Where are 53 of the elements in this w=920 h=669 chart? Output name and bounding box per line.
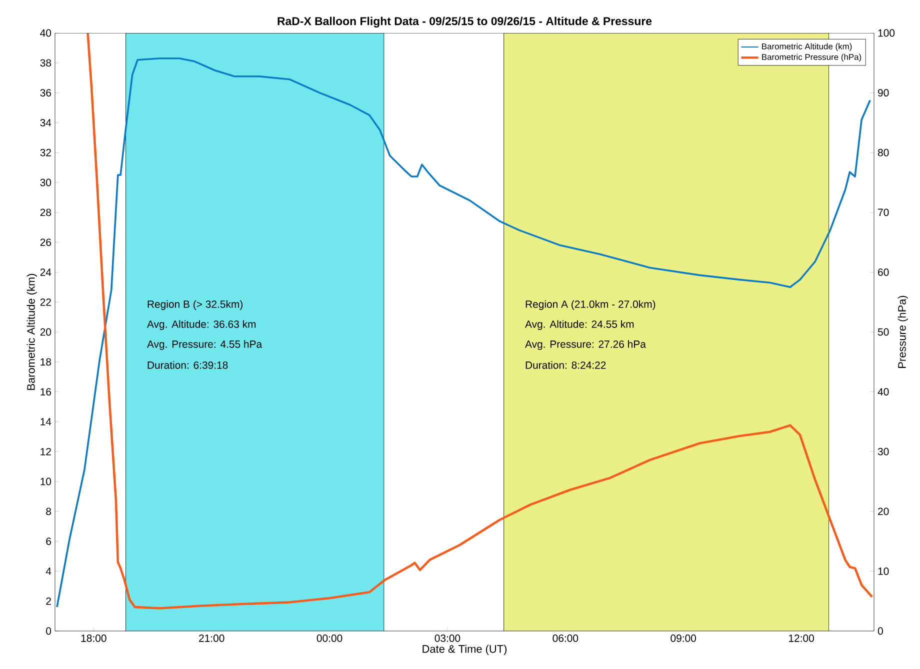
y-tick-label: 36 xyxy=(40,89,52,97)
x-tick-label: 18:00 xyxy=(81,634,106,642)
x-tick-label: 00:00 xyxy=(316,634,342,642)
y2-tick-label: 0 xyxy=(878,627,883,635)
annotation: Duration: 6:39:18 xyxy=(148,361,228,369)
y-tick-label: 30 xyxy=(40,178,52,186)
annotation: Avg. Altitude: 36.63 km xyxy=(146,320,256,330)
y-tick-label: 12 xyxy=(40,448,51,456)
y2-tick-label: 40 xyxy=(878,388,889,396)
y-tick-label: 6 xyxy=(46,538,52,546)
y2-tick-label: 60 xyxy=(878,268,889,276)
x-tick-label: 21:00 xyxy=(199,634,224,642)
x-tick-label: 03:00 xyxy=(434,634,460,642)
x-axis-title: Date & Time (UT) xyxy=(422,644,507,655)
annotation: Avg. Pressure: 4.55 hPa xyxy=(146,340,262,350)
x-tick-label: 06:00 xyxy=(552,634,578,642)
annotation: Duration: 8:24:22 xyxy=(526,361,606,369)
y-tick-label: 38 xyxy=(40,59,52,67)
y2-tick-label: 100 xyxy=(878,29,895,37)
y-tick-label: 14 xyxy=(40,418,52,426)
chart-title: RaD-X Balloon Flight Data - 09/25/15 to 09/26/15 - Altitude & Pressure xyxy=(278,16,652,28)
y2-tick-label: 50 xyxy=(878,328,889,336)
y-tick-label: 18 xyxy=(40,358,52,366)
y-tick-label: 16 xyxy=(40,388,52,396)
y2-tick-label: 10 xyxy=(878,568,889,575)
y-tick-label: 20 xyxy=(40,328,52,336)
y-tick-label: 8 xyxy=(46,508,52,516)
y-tick-label: 32 xyxy=(40,148,51,156)
y-tick-label: 22 xyxy=(40,298,51,306)
x-tick-label: 12:00 xyxy=(788,634,814,642)
legend-label: Barometric Pressure (hPa) xyxy=(762,54,862,62)
y-tick-label: 40 xyxy=(40,29,52,37)
y2-tick-label: 80 xyxy=(878,148,889,156)
y2-tick-label: 20 xyxy=(878,508,889,516)
annotation: Avg. Pressure: 27.26 hPa xyxy=(525,340,646,350)
x-tick-label: 09:00 xyxy=(670,634,696,642)
y-tick-label: 10 xyxy=(40,478,52,486)
y-tick-label: 28 xyxy=(40,208,52,216)
y-tick-label: 34 xyxy=(40,119,52,126)
y2-tick-label: 90 xyxy=(878,89,889,97)
annotation: Region A (21.0km - 27.0km) xyxy=(526,300,656,310)
y-tick-label: 26 xyxy=(40,238,52,246)
y-axis-title: Barometric Altitude (km) xyxy=(26,274,37,390)
y-tick-label: 2 xyxy=(46,597,51,605)
y-tick-label: 4 xyxy=(46,568,52,575)
y2-tick-label: 70 xyxy=(878,208,889,216)
y-tick-label: 0 xyxy=(46,627,52,635)
y2-axis-title: Pressure (hPa) xyxy=(898,296,908,368)
annotation: Region B (> 32.5km) xyxy=(148,300,243,310)
y-tick-label: 24 xyxy=(40,268,52,276)
legend-label: Barometric Altitude (km) xyxy=(762,43,852,52)
annotation: Avg. Altitude: 24.55 km xyxy=(525,320,634,330)
y2-tick-label: 30 xyxy=(878,448,889,456)
